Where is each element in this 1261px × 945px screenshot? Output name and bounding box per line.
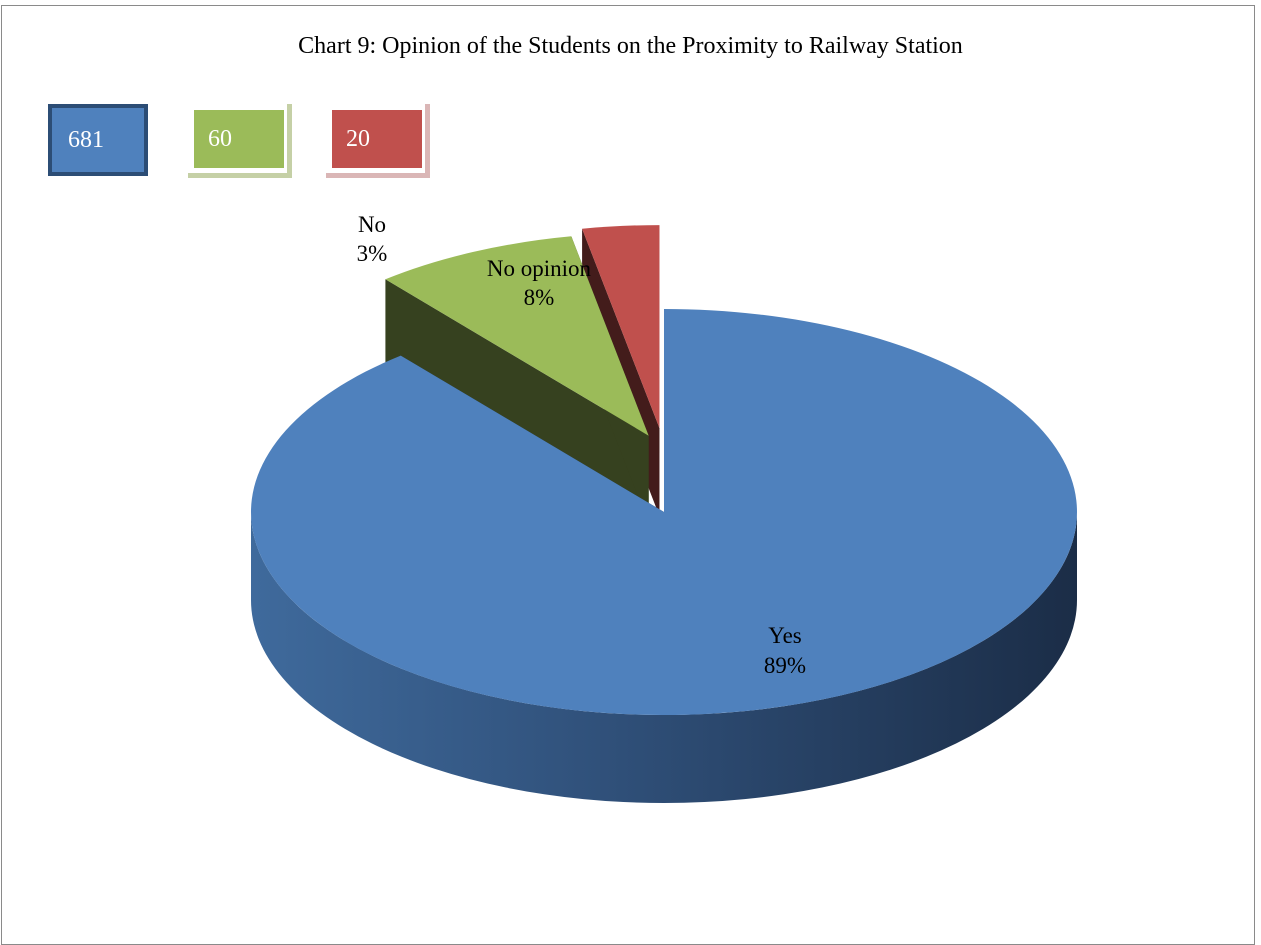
pie-slice-no-opinion-side-start	[385, 279, 649, 524]
count-box-no: 20	[326, 104, 430, 178]
chart-title: Chart 9: Opinion of the Students on the …	[298, 33, 963, 59]
pie-slice-no-opinion	[385, 236, 649, 436]
count-value-no-opinion: 60	[194, 110, 284, 168]
count-value-no: 20	[332, 110, 422, 168]
count-box-yes: 681	[48, 104, 148, 176]
pie-slice-yes	[251, 309, 1078, 715]
slice-label-no-opinion-name: No opinion	[487, 256, 592, 281]
pie-slice-no	[582, 225, 660, 429]
slice-label-no-opinion-percent: 8%	[524, 285, 555, 310]
slice-label-yes-name: Yes	[768, 623, 802, 648]
slice-label-no-percent: 3%	[357, 241, 388, 266]
count-box-no-opinion: 60	[188, 104, 292, 178]
slice-label-no-name: No	[358, 212, 386, 237]
slice-label-yes-percent: 89%	[764, 653, 806, 678]
count-value-yes: 681	[68, 127, 104, 153]
pie-slice-yes-wall	[251, 512, 1077, 803]
